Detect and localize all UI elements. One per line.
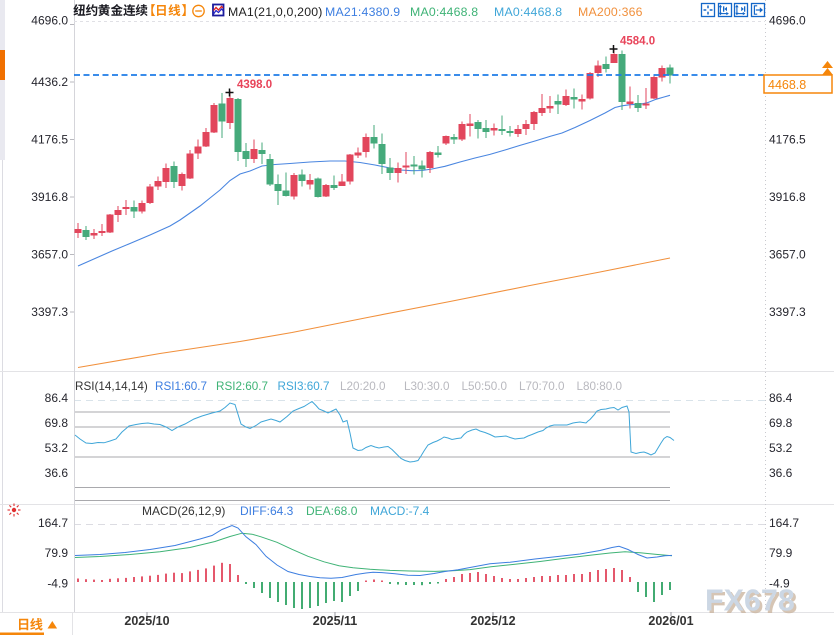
svg-text:MA0:4468.8: MA0:4468.8 — [494, 5, 562, 19]
svg-text:2025/10: 2025/10 — [124, 614, 169, 628]
svg-text:2025/11: 2025/11 — [313, 614, 358, 628]
svg-text:3916.8: 3916.8 — [31, 190, 68, 204]
svg-text:DIFF:64.3: DIFF:64.3 — [240, 504, 294, 518]
svg-text:L30:30.0: L30:30.0 — [404, 380, 450, 393]
svg-text:MA200:366: MA200:366 — [578, 5, 643, 19]
svg-text:3916.8: 3916.8 — [769, 190, 806, 204]
svg-text:79.9: 79.9 — [45, 546, 69, 560]
svg-text:RSI3:60.7: RSI3:60.7 — [278, 380, 330, 393]
svg-text:164.7: 164.7 — [769, 516, 799, 530]
svg-text:4696.0: 4696.0 — [31, 14, 68, 28]
svg-text:L80:80.0: L80:80.0 — [577, 380, 623, 393]
svg-text:DEA:68.0: DEA:68.0 — [306, 504, 358, 518]
svg-text:MACD:-7.4: MACD:-7.4 — [370, 504, 430, 518]
svg-text:36.6: 36.6 — [45, 466, 69, 480]
svg-text:79.9: 79.9 — [769, 546, 793, 560]
svg-text:4696.0: 4696.0 — [769, 14, 806, 28]
svg-text:4176.5: 4176.5 — [769, 133, 806, 147]
svg-text:4398.0: 4398.0 — [237, 79, 272, 91]
svg-text:2026/01: 2026/01 — [648, 614, 693, 628]
svg-text:RSI2:60.7: RSI2:60.7 — [216, 380, 268, 393]
svg-text:-4.9: -4.9 — [769, 577, 790, 591]
svg-text:FX678: FX678 — [708, 586, 798, 620]
svg-text:3657.0: 3657.0 — [31, 248, 68, 262]
svg-text:53.2: 53.2 — [769, 441, 793, 455]
svg-text:FX678: FX678 — [705, 584, 795, 618]
svg-text:L20:20.0: L20:20.0 — [340, 380, 386, 393]
svg-text:MACD(26,12,9): MACD(26,12,9) — [142, 504, 225, 518]
svg-text:69.8: 69.8 — [769, 416, 793, 430]
svg-text:4176.5: 4176.5 — [31, 133, 68, 147]
svg-text:3397.3: 3397.3 — [31, 305, 68, 319]
svg-text:86.4: 86.4 — [45, 391, 69, 405]
svg-text:MA1(21,0,0,200): MA1(21,0,0,200) — [228, 5, 323, 19]
svg-text:36.6: 36.6 — [769, 466, 793, 480]
svg-text:L50:50.0: L50:50.0 — [462, 380, 508, 393]
svg-text:53.2: 53.2 — [45, 441, 69, 455]
svg-text:4468.8: 4468.8 — [768, 78, 806, 92]
svg-text:L70:70.0: L70:70.0 — [519, 380, 565, 393]
svg-text:MA21:4380.9: MA21:4380.9 — [325, 5, 400, 19]
svg-text:86.4: 86.4 — [769, 391, 793, 405]
svg-text:RSI(14,14,14): RSI(14,14,14) — [75, 380, 148, 393]
svg-text:RSI1:60.7: RSI1:60.7 — [155, 380, 207, 393]
svg-text:164.7: 164.7 — [38, 516, 68, 530]
svg-text:2025/12: 2025/12 — [470, 614, 515, 628]
svg-text:4436.2: 4436.2 — [31, 75, 68, 89]
svg-text:-4.9: -4.9 — [47, 577, 68, 591]
svg-text:3397.3: 3397.3 — [769, 305, 806, 319]
svg-text:69.8: 69.8 — [45, 416, 69, 430]
svg-text:3657.0: 3657.0 — [769, 248, 806, 262]
svg-text:4584.0: 4584.0 — [620, 36, 655, 48]
svg-text:MA0:4468.8: MA0:4468.8 — [410, 5, 478, 19]
